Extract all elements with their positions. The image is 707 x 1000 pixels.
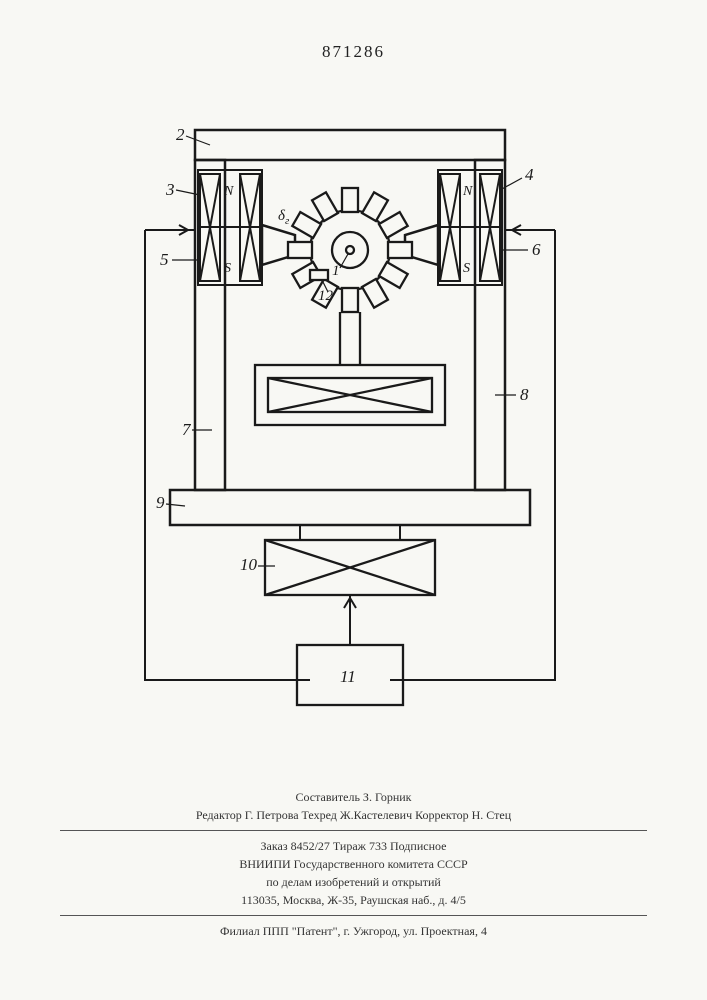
label-S-right: S <box>463 261 470 276</box>
patent-number: 871286 <box>322 42 385 62</box>
connector <box>340 312 360 365</box>
label-1: 1 <box>332 263 340 279</box>
label-N-right: N <box>462 184 473 199</box>
connector-10-9 <box>300 525 400 540</box>
label-5: 5 <box>160 250 169 269</box>
footer-org2: по делам изобретений и открытий <box>60 873 647 891</box>
label-N-left: N <box>223 184 234 199</box>
label-delta: δг <box>278 208 290 227</box>
label-3: 3 <box>165 180 175 199</box>
label-2: 2 <box>176 125 185 144</box>
footer-rule-1 <box>60 830 647 831</box>
gear-rotor <box>288 188 412 312</box>
technical-diagram: 2 3 4 5 6 δг 1 12 7 8 <box>100 100 600 740</box>
label-4: 4 <box>525 165 534 184</box>
footer: Составитель З. Горник Редактор Г. Петров… <box>60 788 647 940</box>
footer-branch: Филиал ППП "Патент", г. Ужгород, ул. Про… <box>60 922 647 940</box>
footer-org1: ВНИИПИ Государственного комитета СССР <box>60 855 647 873</box>
footer-rule-2 <box>60 915 647 916</box>
coil-7 <box>255 365 445 425</box>
label-10: 10 <box>240 555 258 574</box>
label-S-left: S <box>224 261 231 276</box>
page: 871286 <box>0 0 707 1000</box>
label-9: 9 <box>156 493 165 512</box>
footer-compiler: Составитель З. Горник <box>60 788 647 806</box>
label-11: 11 <box>340 667 356 686</box>
label-12: 12 <box>318 288 334 304</box>
footer-editors: Редактор Г. Петрова Техред Ж.Кастелевич … <box>60 806 647 824</box>
block-10 <box>265 540 435 595</box>
label-8: 8 <box>520 385 529 404</box>
footer-addr1: 113035, Москва, Ж-35, Раушская наб., д. … <box>60 891 647 909</box>
label-6: 6 <box>532 240 541 259</box>
label-7: 7 <box>182 420 192 439</box>
footer-order: Заказ 8452/27 Тираж 733 Подписное <box>60 837 647 855</box>
